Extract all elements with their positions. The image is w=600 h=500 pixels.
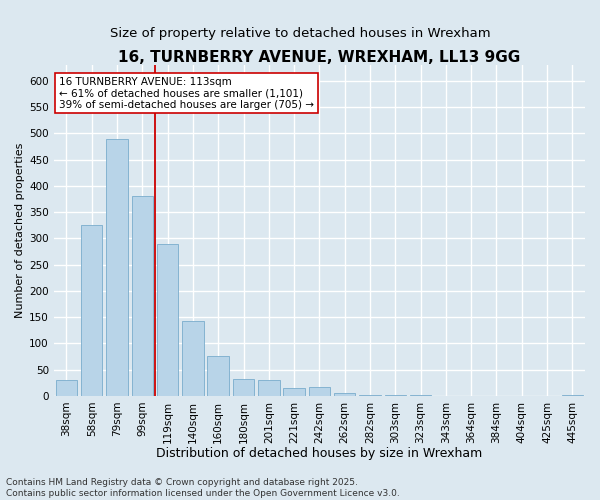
Title: 16, TURNBERRY AVENUE, WREXHAM, LL13 9GG: 16, TURNBERRY AVENUE, WREXHAM, LL13 9GG: [118, 50, 521, 65]
Bar: [81, 225, 103, 396]
Bar: [131, 196, 153, 396]
Bar: [106, 138, 128, 396]
Text: Size of property relative to detached houses in Wrexham: Size of property relative to detached ho…: [110, 28, 490, 40]
Text: 16 TURNBERRY AVENUE: 113sqm
← 61% of detached houses are smaller (1,101)
39% of : 16 TURNBERRY AVENUE: 113sqm ← 61% of det…: [59, 76, 314, 110]
Bar: [182, 321, 203, 396]
Bar: [334, 392, 355, 396]
Bar: [283, 388, 305, 396]
Bar: [308, 388, 330, 396]
Bar: [233, 378, 254, 396]
Bar: [56, 380, 77, 396]
Bar: [208, 356, 229, 396]
X-axis label: Distribution of detached houses by size in Wrexham: Distribution of detached houses by size …: [156, 447, 482, 460]
Bar: [258, 380, 280, 396]
Bar: [157, 244, 178, 396]
Text: Contains HM Land Registry data © Crown copyright and database right 2025.
Contai: Contains HM Land Registry data © Crown c…: [6, 478, 400, 498]
Bar: [359, 395, 381, 396]
Y-axis label: Number of detached properties: Number of detached properties: [15, 142, 25, 318]
